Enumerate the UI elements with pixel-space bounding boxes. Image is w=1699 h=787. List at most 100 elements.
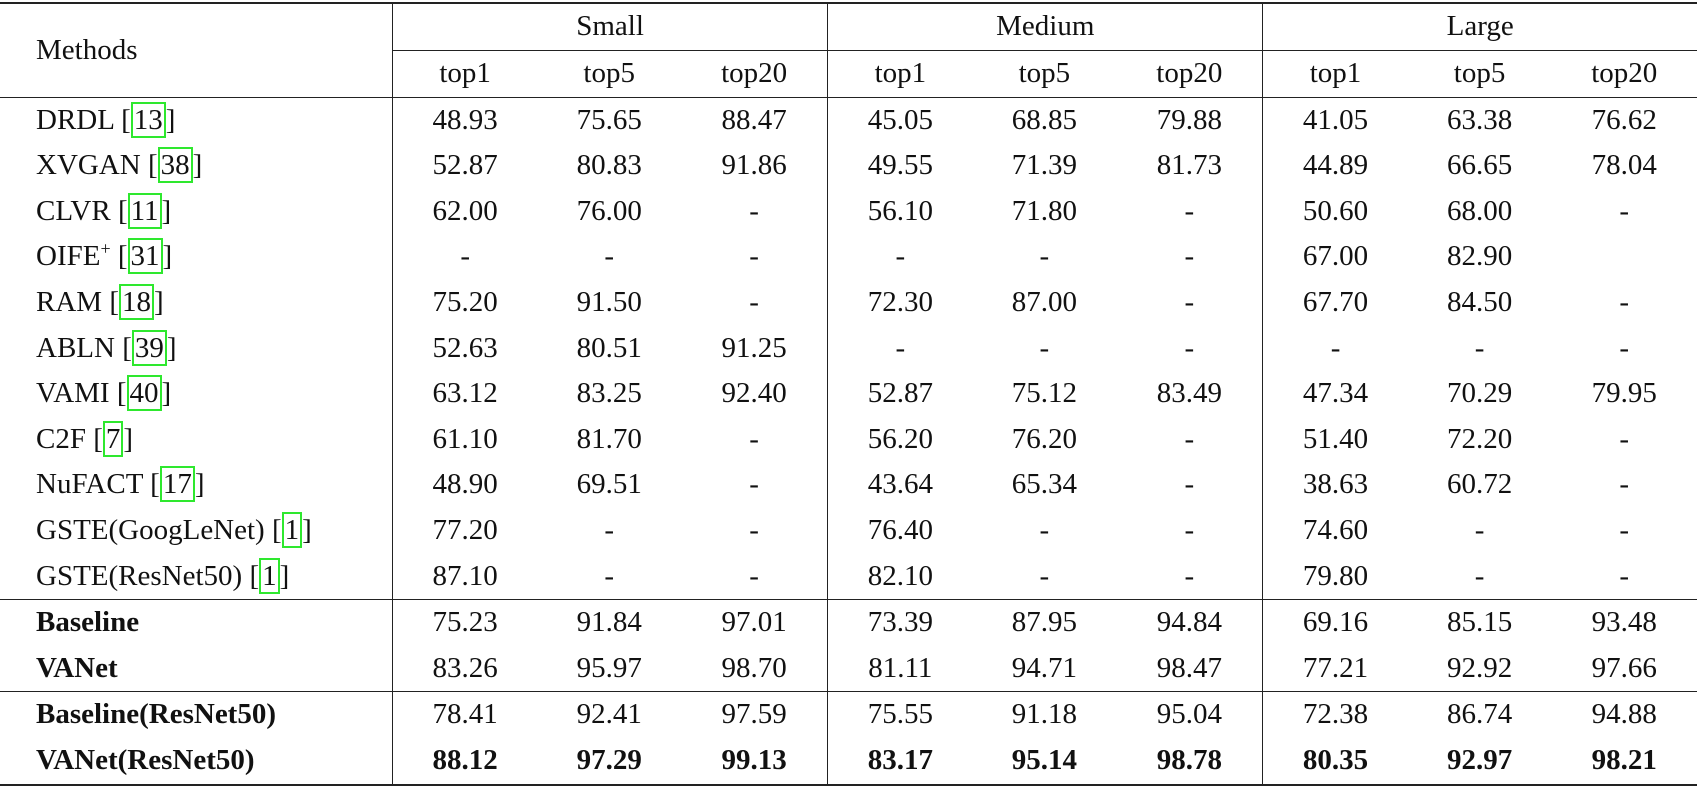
- value-cell: 97.66: [1591, 651, 1657, 684]
- value-cell: 62.00: [392, 188, 538, 235]
- value-cell: 44.89: [1262, 143, 1408, 189]
- value-cell: 70.29: [1446, 377, 1513, 410]
- value-cell: 98.70: [721, 651, 787, 684]
- citation-link[interactable]: 31: [127, 238, 163, 275]
- header-row-metrics: top1 top5 top20 top1 top5 top20 top1 top5 top20: [0, 50, 1697, 98]
- value-cell: 79.80: [1262, 553, 1408, 600]
- value-cell: 92.92: [1446, 651, 1513, 684]
- table-row: OIFE+ [31] - - - - - - 67.00 82.90: [0, 234, 1697, 280]
- citation-link[interactable]: 13: [130, 101, 166, 138]
- value-cell: 91.86: [721, 149, 787, 182]
- value-cell: 38.63: [1262, 462, 1408, 508]
- value-cell: 69.51: [576, 468, 642, 501]
- metric-header: top5: [1407, 50, 1552, 98]
- value-cell: 76.20: [1011, 422, 1077, 455]
- value-cell: -: [1184, 194, 1195, 227]
- value-cell: -: [1184, 285, 1195, 318]
- citation-link[interactable]: 11: [127, 192, 162, 229]
- value-cell: 95.97: [576, 651, 642, 684]
- value-cell: 79.88: [1156, 103, 1222, 136]
- citation-link[interactable]: 40: [126, 375, 162, 412]
- table-row: RAM [18] 75.20 91.50 - 72.30 87.00 - 67.70 84.50…: [0, 279, 1697, 326]
- value-cell: -: [827, 325, 973, 372]
- method-name: DRDL [13]: [36, 101, 176, 138]
- value-cell: 87.95: [1011, 606, 1077, 639]
- metric-header: top1: [392, 50, 538, 98]
- value-cell: 84.50: [1446, 285, 1513, 318]
- value-cell: 91.50: [576, 285, 642, 318]
- value-cell: 72.30: [827, 279, 973, 326]
- value-cell: 79.95: [1591, 377, 1657, 410]
- value-cell: -: [1039, 331, 1050, 364]
- value-cell: 92.41: [576, 698, 642, 731]
- value-cell: -: [1619, 468, 1630, 501]
- value-cell: -: [1262, 325, 1408, 372]
- value-cell: 80.83: [576, 149, 642, 182]
- method-superscript: +: [100, 238, 111, 259]
- value-cell: -: [1184, 331, 1195, 364]
- method-name: VANet: [0, 646, 393, 692]
- value-cell: -: [749, 422, 759, 455]
- value-cell: -: [749, 194, 759, 227]
- method-name: Baseline(ResNet50): [0, 692, 393, 738]
- value-cell: -: [749, 559, 759, 592]
- value-cell: 88.47: [721, 103, 787, 136]
- method-name: C2F [7]: [36, 420, 134, 457]
- method-name: VANet(ResNet50): [0, 737, 393, 786]
- value-cell: 94.88: [1591, 698, 1657, 731]
- value-cell: 99.13: [681, 737, 828, 786]
- metric-header: top5: [972, 50, 1117, 98]
- method-name: GSTE(GoogLeNet) [1]: [36, 511, 312, 548]
- value-cell: -: [749, 240, 759, 273]
- table-row: VANet(ResNet50) 88.12 97.29 99.13 83.17 95.14…: [0, 737, 1697, 786]
- table-row: XVGAN [38] 52.87 80.83 91.86 49.55 71.39 81.73…: [0, 143, 1697, 189]
- value-cell: 68.85: [1011, 103, 1077, 136]
- citation-link[interactable]: 7: [102, 420, 124, 457]
- method-label: GSTE(GoogLeNet): [36, 513, 265, 546]
- method-name: VAMI [40]: [36, 375, 172, 412]
- value-cell: 98.21: [1551, 737, 1697, 786]
- value-cell: 73.39: [827, 599, 973, 646]
- method-label: RAM: [36, 285, 103, 318]
- group-large: Large: [1262, 3, 1697, 51]
- table-row: VAMI [40] 63.12 83.25 92.40 52.87 75.12 83.49 4…: [0, 371, 1697, 417]
- value-cell: 45.05: [827, 97, 973, 144]
- metric-header: top1: [1262, 50, 1408, 98]
- value-cell: 63.38: [1446, 103, 1513, 136]
- value-cell: 52.87: [827, 371, 973, 417]
- method-label: VANet(ResNet50): [36, 743, 255, 776]
- citation-link[interactable]: 1: [281, 511, 303, 548]
- citation-link[interactable]: 38: [157, 147, 193, 184]
- value-cell: 72.20: [1446, 422, 1513, 455]
- value-cell: 97.59: [721, 698, 787, 731]
- value-cell: -: [392, 234, 538, 280]
- citation-link[interactable]: 39: [131, 329, 167, 366]
- citation-link[interactable]: 17: [159, 466, 195, 503]
- value-cell: 69.16: [1262, 599, 1408, 646]
- value-cell: -: [1039, 513, 1050, 546]
- table-row: Baseline(ResNet50) 78.41 92.41 97.59 75.55 91…: [0, 691, 1697, 738]
- table-row: ABLN [39] 52.63 80.51 91.25 - - - - - -: [0, 325, 1697, 372]
- value-cell: -: [1184, 468, 1195, 501]
- value-cell: 91.25: [721, 331, 787, 364]
- value-cell: 56.10: [827, 188, 973, 235]
- value-cell: 68.00: [1446, 194, 1513, 227]
- value-cell: 71.80: [1011, 194, 1077, 227]
- value-cell: [1551, 234, 1697, 280]
- value-cell: 87.00: [1011, 285, 1077, 318]
- value-cell: -: [1619, 422, 1630, 455]
- table-row: VANet 83.26 95.97 98.70 81.11 94.71 98.47 77.21…: [0, 645, 1697, 692]
- value-cell: -: [827, 234, 973, 280]
- value-cell: 82.90: [1446, 240, 1513, 273]
- table-row: GSTE(ResNet50) [1] 87.10 - - 82.10 - - 79.80 - -: [0, 553, 1697, 600]
- value-cell: 95.04: [1156, 698, 1222, 731]
- method-name: NuFACT [17]: [36, 466, 205, 503]
- value-cell: -: [1184, 559, 1195, 592]
- citation-link[interactable]: 1: [259, 557, 280, 594]
- citation-link[interactable]: 18: [119, 283, 154, 320]
- method-name: CLVR [11]: [36, 192, 172, 229]
- value-cell: -: [1619, 194, 1630, 227]
- value-cell: 94.71: [1011, 651, 1077, 684]
- value-cell: 86.74: [1446, 698, 1513, 731]
